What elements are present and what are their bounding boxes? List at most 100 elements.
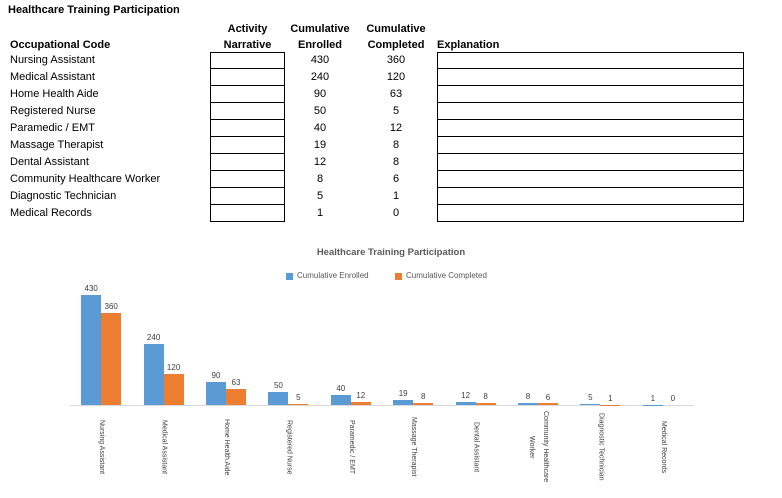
bar-completed [163, 374, 184, 405]
cumulative-completed-value[interactable]: 1 [392, 190, 400, 202]
column-header-activity-line1: Activity [227, 23, 268, 35]
cumulative-enrolled-value[interactable]: 240 [310, 71, 330, 83]
category-axis-label-text: Paramedic / EMT [347, 419, 355, 475]
cumulative-enrolled-value[interactable]: 430 [310, 54, 330, 66]
column-header-activity-line2: Narrative [223, 39, 272, 51]
cumulative-completed-value[interactable]: 63 [389, 88, 403, 100]
chart-title: Healthcare Training Participation [316, 247, 466, 258]
activity-narrative-box[interactable] [210, 171, 285, 188]
column-header-enrolled-line2: Enrolled [297, 39, 342, 51]
category-axis-label: Registered Nurse [257, 411, 319, 483]
category-axis-label: Nursing Assistant [70, 411, 132, 483]
data-label-enrolled: 19 [398, 389, 408, 399]
data-label-enrolled: 240 [146, 332, 161, 342]
occupational-code-cell[interactable]: Nursing Assistant [10, 54, 95, 66]
category-axis-label: Diagnostic Technician [569, 411, 631, 483]
category-axis-label-text: Massage Therapist [410, 417, 418, 477]
bar-enrolled [81, 295, 102, 405]
cumulative-enrolled-value[interactable]: 1 [316, 207, 324, 219]
explanation-box[interactable] [437, 188, 744, 205]
activity-narrative-box[interactable] [210, 205, 285, 222]
cumulative-completed-value[interactable]: 12 [389, 122, 403, 134]
occupational-code-cell[interactable]: Medical Records [10, 207, 92, 219]
category-axis-label-text: Registered Nurse [285, 419, 293, 475]
data-label-completed: 120 [166, 363, 181, 373]
category-axis-label: Medical Assistant [133, 411, 195, 483]
occupational-code-cell[interactable]: Dental Assistant [10, 156, 89, 168]
cumulative-completed-value[interactable]: 0 [392, 207, 400, 219]
cumulative-enrolled-value[interactable]: 40 [313, 122, 327, 134]
bar-completed [350, 401, 371, 405]
page-title: Healthcare Training Participation [8, 4, 180, 16]
explanation-box[interactable] [437, 137, 744, 154]
activity-narrative-box[interactable] [210, 103, 285, 120]
category-axis-label-text: Medical Records [659, 420, 667, 474]
cumulative-enrolled-value[interactable]: 8 [316, 173, 324, 185]
category-axis-label: Massage Therapist [382, 411, 444, 483]
data-label-completed: 63 [231, 377, 241, 387]
bar-enrolled [330, 394, 351, 405]
column-header-enrolled-line1: Cumulative [290, 23, 350, 35]
data-label-completed: 12 [356, 390, 366, 400]
explanation-box[interactable] [437, 154, 744, 171]
x-axis-line [70, 405, 694, 406]
occupational-code-cell[interactable]: Community Healthcare Worker [10, 173, 161, 185]
bar-enrolled [455, 401, 476, 405]
activity-narrative-box[interactable] [210, 137, 285, 154]
explanation-box[interactable] [437, 171, 744, 188]
category-axis-label-text: Medical Assistant [160, 419, 168, 475]
data-label-enrolled: 12 [461, 390, 471, 400]
bar-enrolled [206, 381, 226, 405]
category-axis-label-text: Nursing Assistant [98, 419, 106, 475]
activity-narrative-box[interactable] [210, 69, 285, 86]
activity-narrative-box[interactable] [210, 120, 285, 137]
activity-narrative-box[interactable] [210, 154, 285, 171]
occupational-code-cell[interactable]: Massage Therapist [10, 139, 104, 151]
bar-completed [538, 403, 558, 405]
cumulative-completed-value[interactable]: 8 [392, 139, 400, 151]
occupational-code-cell[interactable]: Home Health Aide [10, 88, 99, 100]
column-header-completed-line2: Completed [367, 39, 425, 51]
occupational-code-cell[interactable]: Paramedic / EMT [10, 122, 95, 134]
bar-enrolled [393, 400, 414, 405]
bar-enrolled [143, 343, 164, 405]
occupational-code-cell[interactable]: Medical Assistant [10, 71, 95, 83]
category-axis-label-text: Home Health Aide [223, 418, 230, 476]
explanation-box[interactable] [437, 52, 744, 69]
cumulative-completed-value[interactable]: 120 [386, 71, 406, 83]
bar-enrolled [268, 392, 289, 405]
explanation-box[interactable] [437, 120, 744, 137]
data-label-completed: 8 [483, 392, 488, 401]
data-label-completed: 8 [420, 392, 426, 401]
category-axis-label: Medical Records [632, 411, 694, 483]
column-header-explanation: Explanation [437, 39, 500, 51]
cumulative-enrolled-value[interactable]: 12 [313, 156, 327, 168]
activity-narrative-box[interactable] [210, 52, 285, 69]
data-label-enrolled: 1 [650, 393, 656, 403]
data-label-completed: 5 [296, 392, 301, 402]
cumulative-completed-value[interactable]: 8 [392, 156, 400, 168]
activity-narrative-box[interactable] [210, 188, 285, 205]
cumulative-completed-value[interactable]: 360 [386, 54, 406, 66]
explanation-box[interactable] [437, 86, 744, 103]
activity-narrative-box[interactable] [210, 86, 285, 103]
cumulative-completed-value[interactable]: 6 [392, 173, 400, 185]
occupational-code-cell[interactable]: Diagnostic Technician [10, 190, 117, 202]
data-label-enrolled: 50 [273, 381, 283, 391]
cumulative-enrolled-value[interactable]: 5 [316, 190, 324, 202]
cumulative-enrolled-value[interactable]: 90 [313, 88, 327, 100]
data-label-enrolled: 5 [588, 392, 593, 402]
explanation-box[interactable] [437, 69, 744, 86]
category-axis-label: Home Health Aide [195, 411, 257, 483]
category-axis-label: Dental Assistant [445, 411, 507, 483]
cumulative-enrolled-value[interactable]: 19 [313, 139, 327, 151]
data-label-completed: 0 [670, 394, 676, 403]
data-label-completed: 6 [545, 392, 551, 402]
cumulative-enrolled-value[interactable]: 50 [313, 105, 327, 117]
column-header-occupational-code: Occupational Code [10, 39, 111, 51]
explanation-box[interactable] [437, 103, 744, 120]
cumulative-completed-value[interactable]: 5 [392, 105, 400, 117]
occupational-code-cell[interactable]: Registered Nurse [10, 105, 96, 117]
explanation-box[interactable] [437, 205, 744, 222]
